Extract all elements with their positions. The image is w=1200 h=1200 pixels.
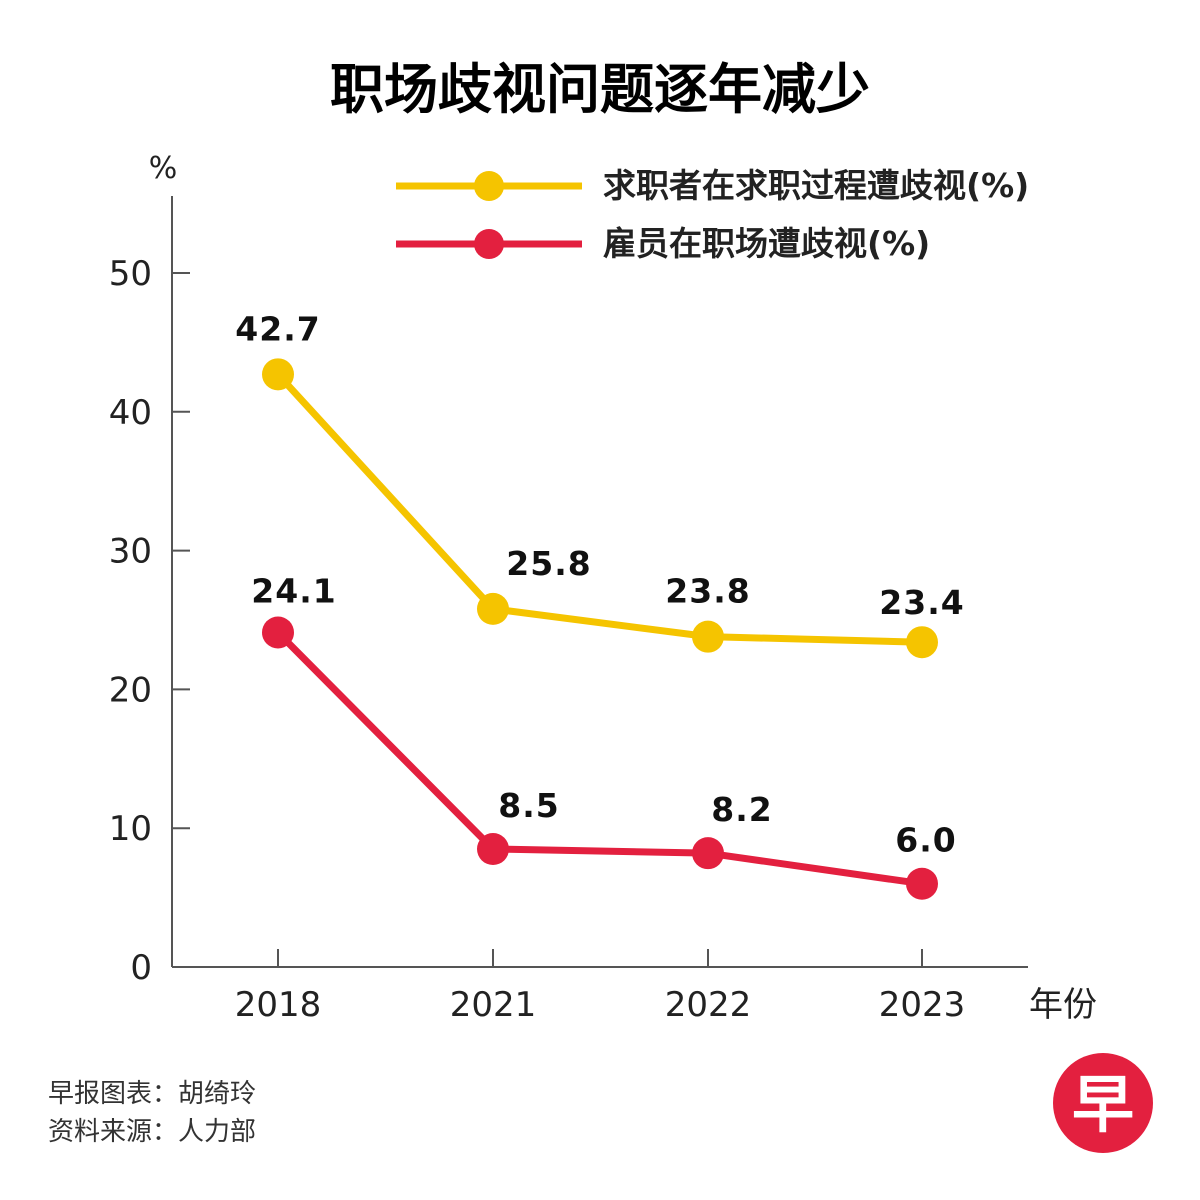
data-label: 8.2 — [711, 790, 772, 829]
x-tick-label: 2022 — [665, 985, 752, 1025]
y-tick-label: 10 — [109, 809, 152, 849]
legend: 求职者在求职过程遭歧视(%) 雇员在职场遭歧视(%) — [396, 166, 1029, 263]
data-point — [692, 837, 724, 870]
data-label: 6.0 — [895, 821, 956, 860]
legend-marker-job-seekers — [474, 171, 504, 201]
y-ticks: 0 10 20 30 40 50 — [109, 254, 190, 988]
y-tick-label: 50 — [109, 254, 152, 294]
x-ticks: 2018 2021 2022 2023 — [235, 949, 966, 1025]
chart-title: 职场歧视问题逐年减少 — [330, 58, 870, 121]
y-tick-label: 0 — [130, 948, 152, 988]
x-tick-label: 2018 — [235, 985, 322, 1025]
data-label: 23.4 — [879, 583, 964, 622]
data-point — [262, 616, 294, 649]
x-axis-label: 年份 — [1029, 985, 1097, 1025]
data-point — [692, 620, 724, 653]
data-point — [906, 867, 938, 900]
logo-character: 早 — [1072, 1068, 1134, 1141]
x-tick-label: 2021 — [450, 985, 537, 1025]
data-point — [477, 833, 509, 866]
data-label: 42.7 — [235, 309, 320, 348]
data-point — [262, 358, 294, 391]
y-tick-label: 30 — [109, 532, 152, 572]
data-label: 8.5 — [498, 786, 559, 825]
y-tick-label: 20 — [109, 670, 152, 710]
legend-label-employees: 雇员在职场遭歧视(%) — [603, 224, 930, 263]
data-point — [906, 626, 938, 659]
legend-label-job-seekers: 求职者在求职过程遭歧视(%) — [603, 166, 1029, 205]
chart-credit: 早报图表：胡绮玲 — [48, 1079, 256, 1109]
x-tick-label: 2023 — [879, 985, 966, 1025]
y-axis-unit: % — [149, 151, 178, 186]
data-point — [477, 592, 509, 625]
series-layer: 42.7 25.8 23.8 23.4 24.1 8.5 8.2 6.0 — [235, 309, 964, 900]
data-label: 23.8 — [665, 572, 750, 611]
logo-circle — [1053, 1053, 1153, 1153]
zaobao-logo: 早 — [1053, 1053, 1153, 1153]
data-label: 25.8 — [506, 544, 591, 583]
series-line — [275, 630, 923, 888]
legend-marker-employees — [474, 229, 504, 259]
data-source: 资料来源：人力部 — [48, 1117, 256, 1147]
series-line — [275, 371, 923, 646]
y-tick-label: 40 — [109, 393, 152, 433]
data-label: 24.1 — [251, 571, 336, 610]
